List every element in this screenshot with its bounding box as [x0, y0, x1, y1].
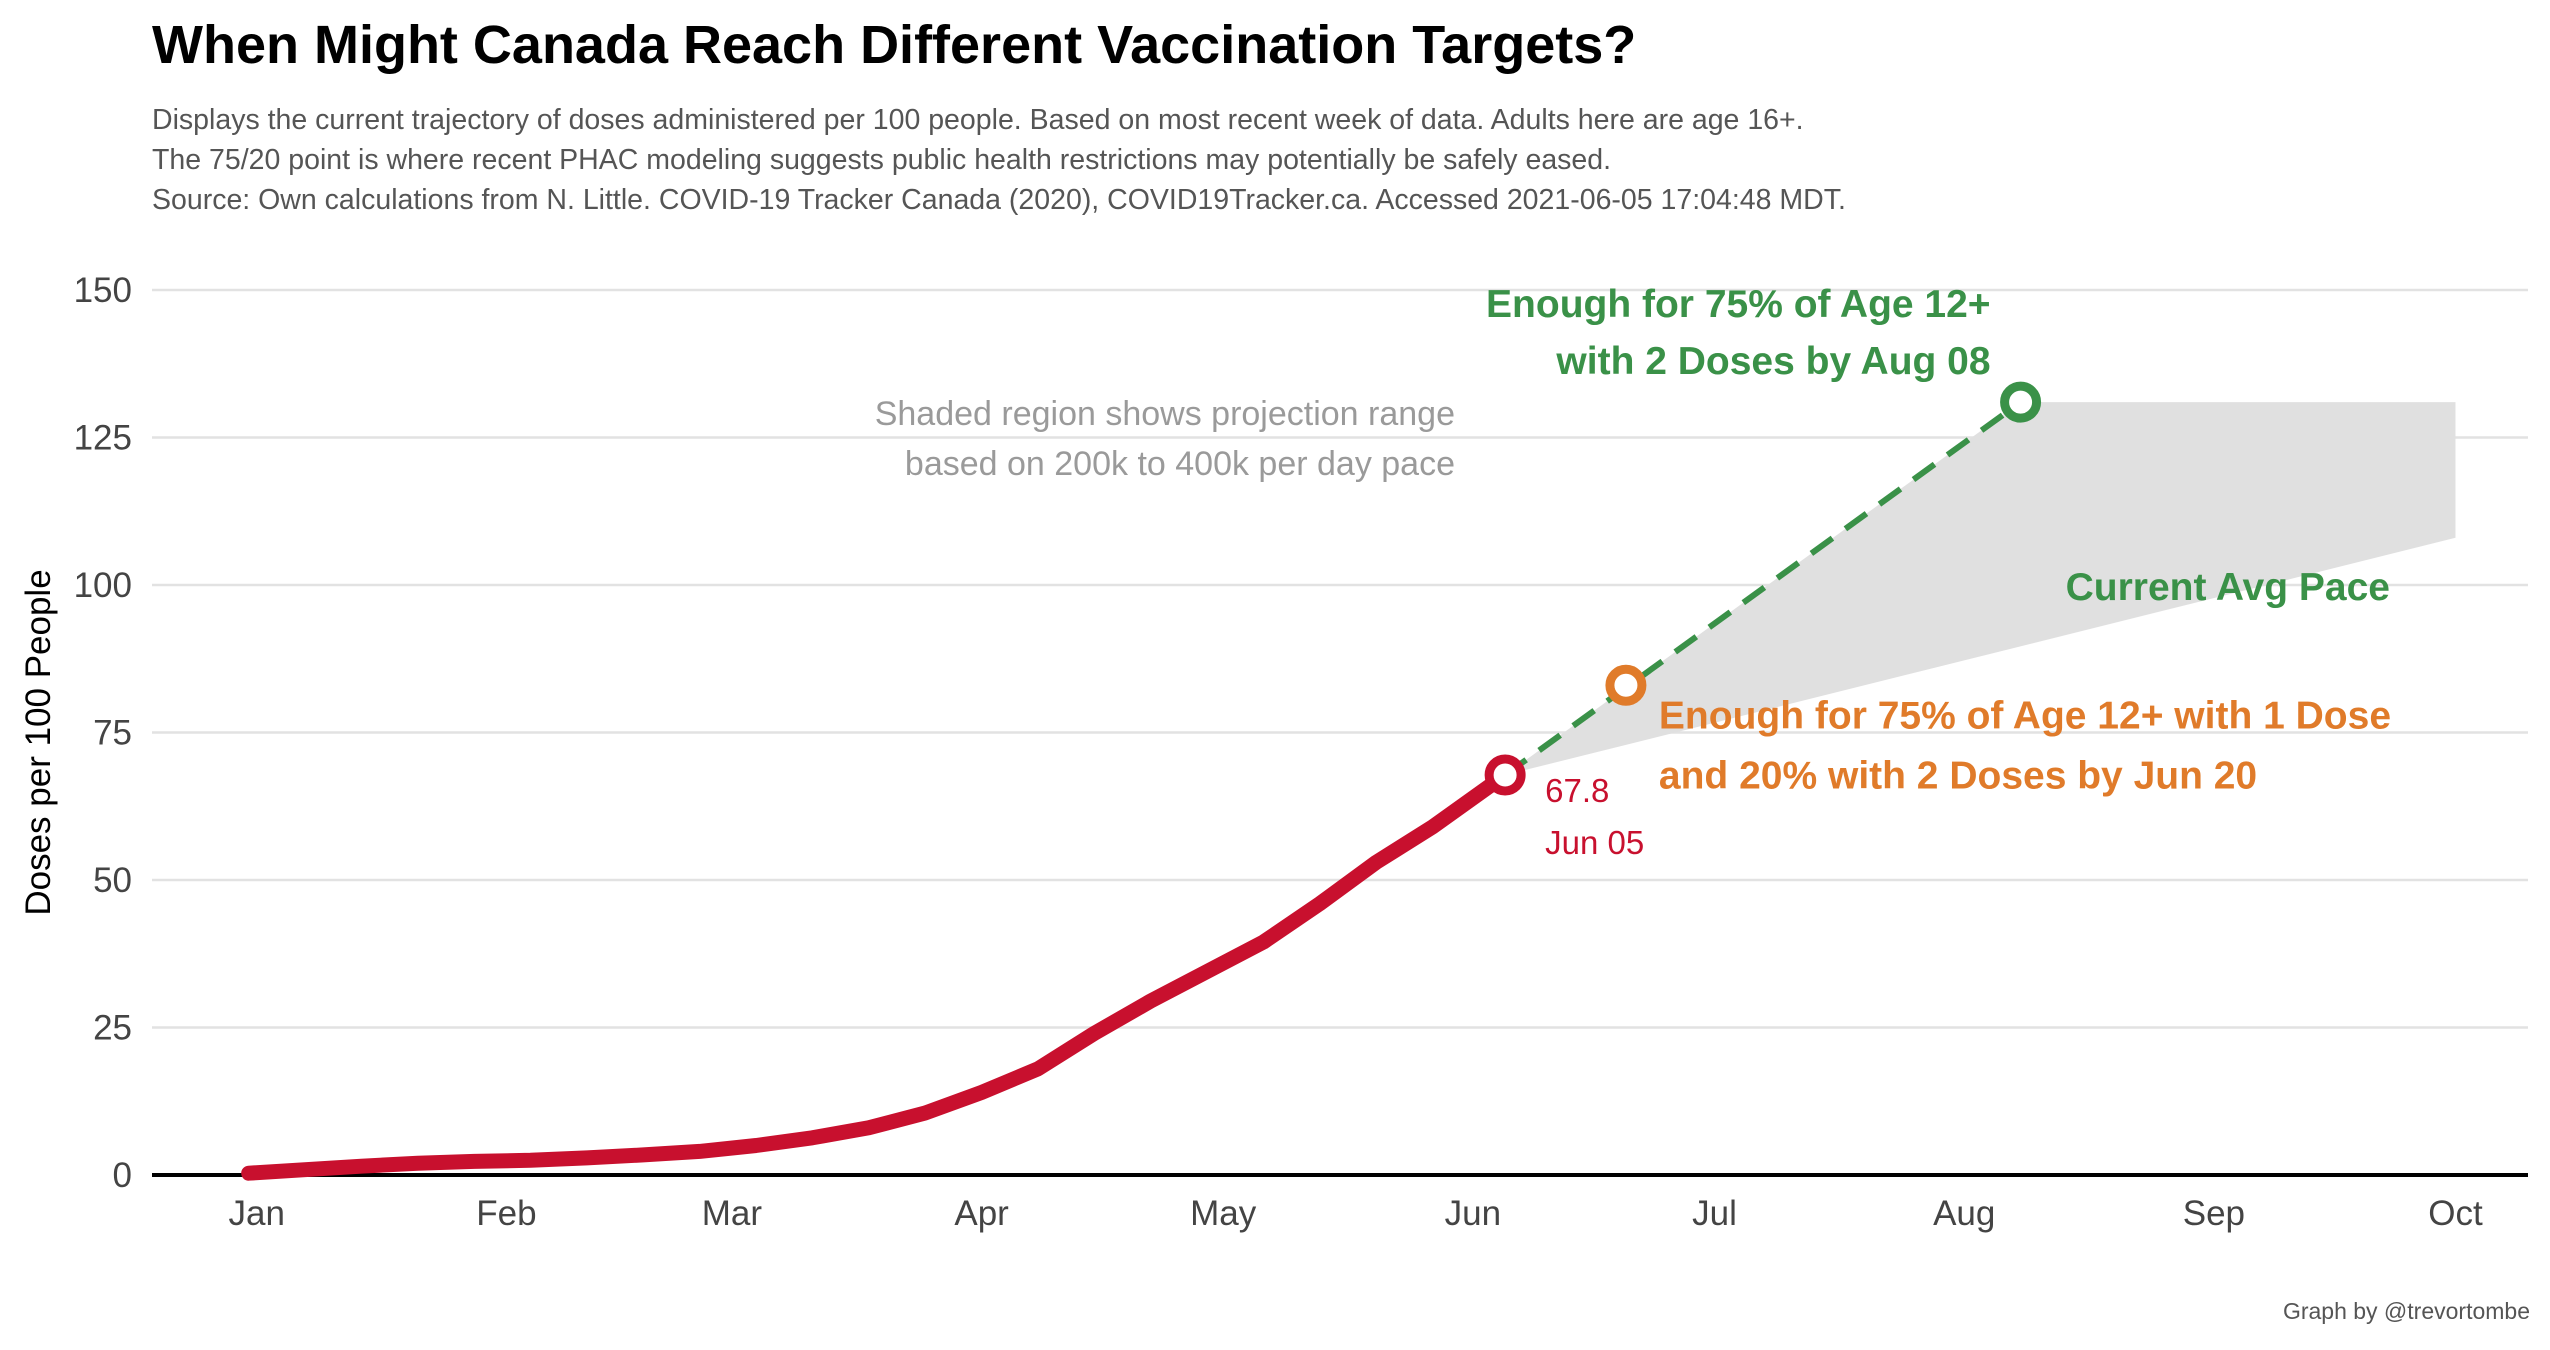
x-tick-label: Jan: [228, 1194, 284, 1233]
x-tick-label: Jun: [1445, 1194, 1501, 1233]
target-2dose-label: Enough for 75% of Age 12+: [1486, 283, 1991, 326]
latest-point: [1484, 754, 1526, 796]
y-tick-label: 25: [93, 1009, 132, 1048]
subtitle-line: Source: Own calculations from N. Little.…: [152, 184, 1846, 216]
x-tick-label: Feb: [476, 1194, 536, 1233]
x-tick-label: Mar: [702, 1194, 763, 1233]
target-2dose-label: with 2 Doses by Aug 08: [1555, 340, 1990, 383]
target-1dose-label: and 20% with 2 Doses by Jun 20: [1659, 754, 2257, 797]
y-tick-label: 100: [74, 566, 132, 605]
caption: Graph by @trevortombe: [2282, 1298, 2530, 1324]
y-tick-label: 75: [93, 714, 132, 753]
x-tick-label: May: [1190, 1194, 1257, 1233]
subtitle-line: Displays the current trajectory of doses…: [152, 104, 1804, 136]
pace-label: Current Avg Pace: [2066, 566, 2390, 609]
y-axis-label: Doses per 100 People: [19, 569, 58, 915]
y-tick-label: 50: [93, 861, 132, 900]
x-tick-label: Jul: [1692, 1194, 1737, 1233]
shade-note: based on 200k to 400k per day pace: [905, 445, 1455, 483]
x-tick-label: Apr: [954, 1194, 1009, 1233]
target-1dose-label: Enough for 75% of Age 12+ with 1 Dose: [1659, 694, 2391, 737]
latest-value-label: 67.8: [1545, 772, 1609, 809]
y-tick-label: 125: [74, 419, 132, 458]
y-tick-label: 150: [74, 271, 132, 310]
target_1dose-point: [1605, 664, 1647, 706]
projection-range: [1505, 402, 2456, 775]
x-tick-label: Aug: [1933, 1194, 1995, 1233]
chart-subtitle: Displays the current trajectory of doses…: [152, 100, 1846, 220]
subtitle-line: The 75/20 point is where recent PHAC mod…: [152, 144, 1612, 176]
y-tick-label: 0: [113, 1156, 132, 1195]
x-tick-label: Sep: [2183, 1194, 2245, 1233]
target_2dose-point: [2000, 381, 2042, 423]
chart-title: When Might Canada Reach Different Vaccin…: [152, 15, 1637, 75]
projection-line: [1503, 399, 2023, 778]
x-tick-label: Oct: [2428, 1194, 2483, 1233]
actual-doses-line: [241, 767, 1513, 1181]
shade-note: Shaded region shows projection range: [875, 395, 1455, 433]
latest-date-label: Jun 05: [1545, 824, 1644, 861]
